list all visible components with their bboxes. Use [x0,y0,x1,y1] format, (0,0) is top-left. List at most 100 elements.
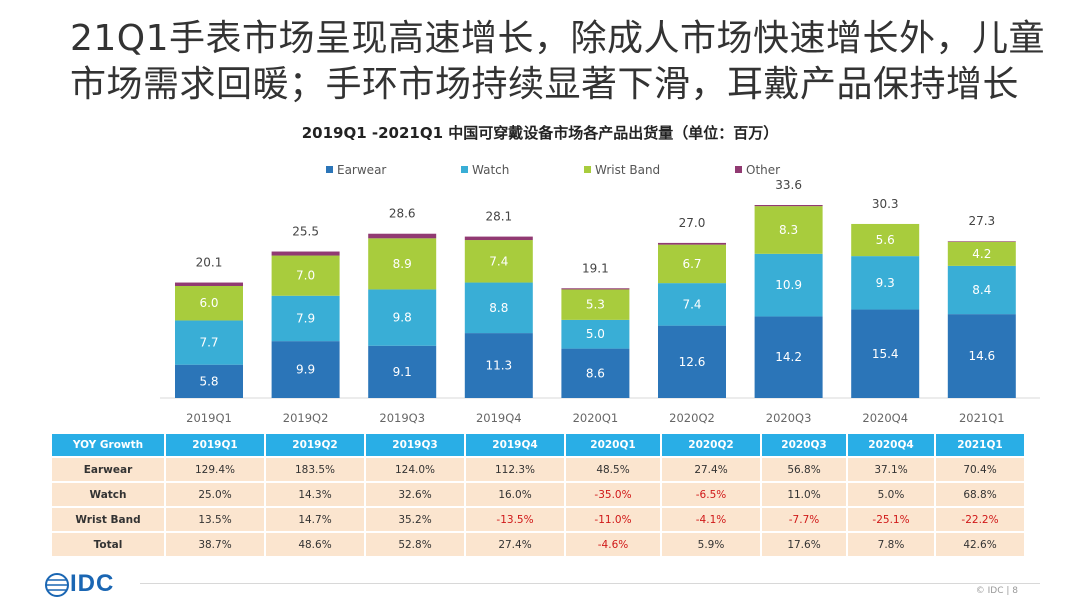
bar-value-label: 12.6 [679,355,706,369]
bar-segment-other [271,251,340,256]
bar-segment-watch [754,253,823,317]
bar-segment-earwear [658,325,726,398]
bar-segment-watch [658,283,726,326]
table-header-cell: 2019Q2 [264,432,366,458]
legend-swatch [735,166,742,173]
x-tick-label: 2020Q2 [669,411,715,425]
bar-value-label: 8.6 [586,366,605,380]
table-cell: 70.4% [934,456,1026,483]
table-row-label: Total [50,531,166,558]
table-cell: 38.7% [164,531,266,558]
bar-value-label: 5.8 [199,374,218,388]
legend-label: Earwear [337,163,386,177]
idc-logo-text: IDC [70,570,115,597]
bar-value-label: 15.4 [872,347,899,361]
x-tick-label: 2020Q3 [766,411,812,425]
page-footer: © IDC | 8 [976,586,1018,596]
yoy-growth-table: YOY Growth 2019Q1 2019Q2 2019Q3 2019Q4 2… [50,432,1026,558]
table-cell: -13.5% [464,506,566,533]
x-tick-label: 2019Q3 [379,411,425,425]
table-cell: -22.2% [934,506,1026,533]
table-cell: -4.1% [660,506,762,533]
bar-value-label: 7.4 [489,254,508,268]
bar-segment-other [947,241,1016,242]
bar-segment-wrist-band [947,241,1016,266]
table-cell: 17.6% [760,531,848,558]
bar-segment-watch [175,320,243,365]
bar-segment-earwear [947,314,1016,398]
table-header-cell: 2019Q4 [464,432,566,458]
bar-value-label: 7.0 [296,269,315,283]
table-header-row: YOY Growth 2019Q1 2019Q2 2019Q3 2019Q4 2… [50,432,1026,458]
table-cell: 14.7% [264,506,366,533]
table-cell: 52.8% [364,531,466,558]
bar-total-label: 19.1 [582,261,609,275]
bar-value-label: 4.2 [972,247,991,261]
idc-logo-icon [45,573,69,597]
legend-label: Other [746,163,780,177]
bar-total-label: 20.1 [196,256,223,270]
table-cell: -4.6% [564,531,662,558]
table-cell: 5.9% [660,531,762,558]
bar-segment-watch [851,256,920,310]
bar-total-label: 27.0 [679,216,706,230]
bar-value-label: 14.2 [775,350,802,364]
table-cell: 37.1% [846,456,936,483]
x-tick-label: 2019Q2 [283,411,329,425]
bar-segment-earwear [851,309,920,398]
bar-segment-earwear [271,341,340,398]
slide-headline: 21Q1手表市场呈现高速增长，除成人市场快速增长外，儿童 市场需求回暖；手环市场… [70,16,1060,108]
bar-value-label: 7.7 [199,336,218,350]
bar-value-label: 14.6 [968,349,995,363]
bar-segment-watch [561,319,630,349]
table-cell: 11.0% [760,481,848,508]
bar-segment-wrist-band [464,240,533,283]
table-row-label: Earwear [50,456,166,483]
bar-value-label: 5.0 [586,327,605,341]
table-row: Watch 25.0% 14.3% 32.6% 16.0% -35.0% -6.5% 11.0… [50,481,1026,508]
bar-segment-wrist-band [851,223,920,257]
bar-segment-watch [947,265,1016,315]
table-header-cell: 2020Q2 [660,432,762,458]
headline-line-1: 21Q1手表市场呈现高速增长，除成人市场快速增长外，儿童 [70,18,1046,59]
footer-divider [140,583,1040,584]
bar-segment-wrist-band [175,285,243,321]
bar-value-label: 8.9 [393,257,412,271]
table-cell: 27.4% [464,531,566,558]
table-cell: 25.0% [164,481,266,508]
bar-value-label: 8.8 [489,301,508,315]
bar-segment-earwear [464,333,533,398]
bar-value-label: 9.3 [876,276,895,290]
table-header-cell: 2020Q3 [760,432,848,458]
table-cell: -6.5% [660,481,762,508]
table-cell: -25.1% [846,506,936,533]
table-row: Earwear 129.4% 183.5% 124.0% 112.3% 48.5% 27.4… [50,456,1026,483]
bar-total-label: 33.6 [775,178,802,192]
table-cell: 48.5% [564,456,662,483]
stacked-bar-chart: Earwear Watch Wrist Band Other 5.8 7.7 6.0 20.1… [160,163,1040,425]
bar-value-label: 10.9 [775,278,802,292]
x-tick-label: 2021Q1 [959,411,1005,425]
headline-line-2: 市场需求回暖；手环市场持续显著下滑，耳戴产品保持增长 [70,64,1020,105]
table-row: Total 38.7% 48.6% 52.8% 27.4% -4.6% 5.9% 17.6% 7… [50,531,1026,558]
table-cell: 35.2% [364,506,466,533]
bar-value-label: 7.4 [682,297,701,311]
bar-segment-wrist-band [561,289,630,320]
legend-swatch [584,166,591,173]
x-tick-label: 2020Q1 [573,411,619,425]
table-cell: -7.7% [760,506,848,533]
table-header-cell: 2019Q3 [364,432,466,458]
table-cell: 183.5% [264,456,366,483]
bar-value-label: 5.6 [876,233,895,247]
bar-value-label: 7.9 [296,311,315,325]
bar-segment-earwear [175,364,243,398]
table-row: Wrist Band 13.5% 14.7% 35.2% -13.5% -11.0% -4.… [50,506,1026,533]
table-corner-label: YOY Growth [50,432,166,458]
bar-segment-wrist-band [368,238,437,290]
table-cell: 112.3% [464,456,566,483]
table-cell: 42.6% [934,531,1026,558]
table-header-cell: 2021Q1 [934,432,1026,458]
table-header-cell: 2020Q4 [846,432,936,458]
bar-total-label: 27.3 [968,214,995,228]
bar-segment-other [175,282,243,286]
